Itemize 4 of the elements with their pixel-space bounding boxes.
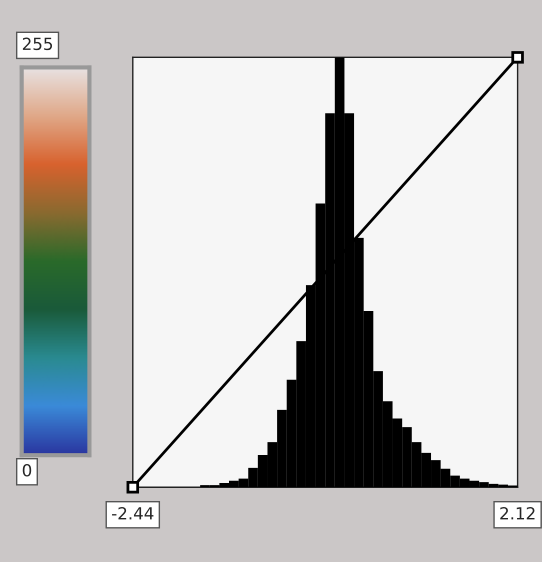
x-tick-label: 2.12 <box>500 506 534 520</box>
text: 0 <box>22 464 32 477</box>
x-tick-label: -2.44 <box>112 506 154 520</box>
text: 255 <box>22 38 52 50</box>
